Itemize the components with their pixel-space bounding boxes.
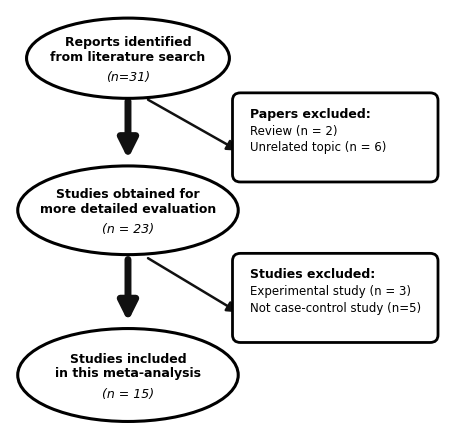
Text: from literature search: from literature search bbox=[50, 50, 206, 64]
Text: Experimental study (n = 3): Experimental study (n = 3) bbox=[250, 284, 411, 297]
Text: Studies obtained for: Studies obtained for bbox=[56, 187, 200, 200]
Ellipse shape bbox=[18, 166, 238, 255]
FancyBboxPatch shape bbox=[233, 94, 438, 183]
Text: Studies included: Studies included bbox=[70, 352, 186, 365]
Text: (n = 15): (n = 15) bbox=[102, 387, 154, 400]
Text: in this meta-analysis: in this meta-analysis bbox=[55, 366, 201, 380]
Ellipse shape bbox=[27, 19, 230, 99]
Text: (n = 23): (n = 23) bbox=[102, 222, 154, 235]
Text: Unrelated topic (n = 6): Unrelated topic (n = 6) bbox=[250, 141, 387, 154]
Text: Review (n = 2): Review (n = 2) bbox=[250, 124, 338, 137]
Ellipse shape bbox=[18, 329, 238, 421]
Text: Studies excluded:: Studies excluded: bbox=[250, 267, 375, 280]
Text: Papers excluded:: Papers excluded: bbox=[250, 108, 371, 120]
FancyBboxPatch shape bbox=[233, 254, 438, 343]
Text: (n=31): (n=31) bbox=[106, 71, 150, 84]
Text: Reports identified: Reports identified bbox=[65, 36, 191, 49]
Text: more detailed evaluation: more detailed evaluation bbox=[40, 202, 216, 215]
Text: Not case-control study (n=5): Not case-control study (n=5) bbox=[250, 301, 421, 314]
